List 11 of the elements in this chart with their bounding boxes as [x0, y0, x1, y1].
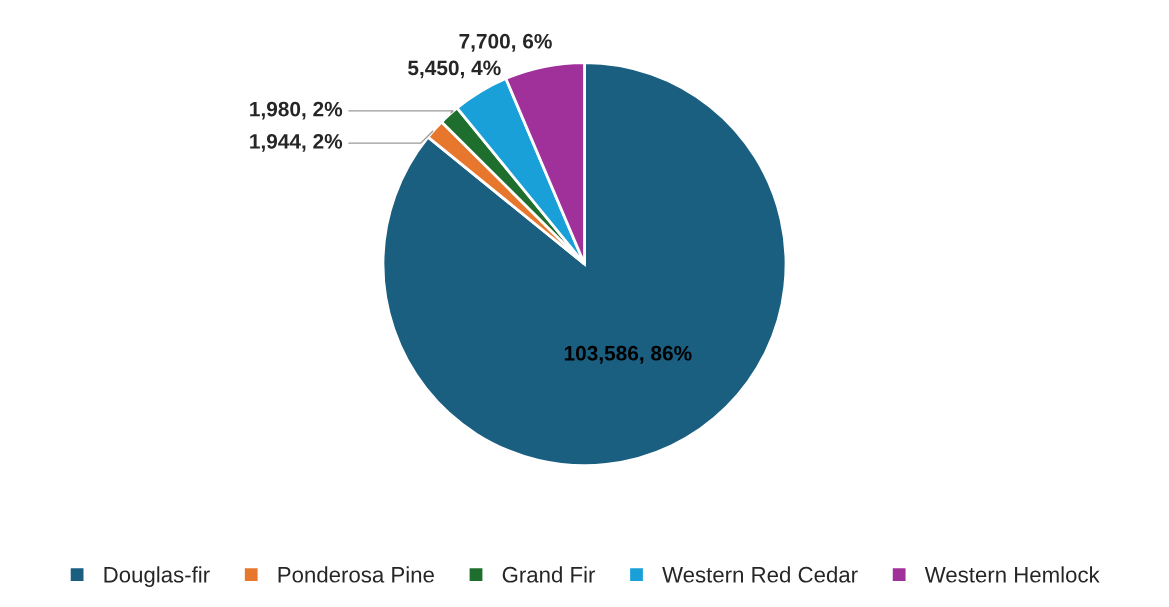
- data-label: 1,944, 2%: [250, 133, 343, 152]
- pie-slice: [381, 61, 788, 467]
- legend-label: Grand Fir: [502, 566, 596, 583]
- data-label: 7,700, 6%: [459, 33, 552, 52]
- legend-label: Ponderosa Pine: [278, 566, 434, 583]
- legend-label: Douglas-fir: [104, 566, 210, 587]
- data-label: 1,980, 2%: [250, 101, 343, 120]
- data-label: 5,450, 4%: [408, 60, 501, 79]
- data-label: 103,586, 86%: [564, 345, 692, 364]
- legend-label: Western Red Cedar: [662, 566, 858, 583]
- legend-label: Western Hemlock: [924, 566, 1100, 583]
